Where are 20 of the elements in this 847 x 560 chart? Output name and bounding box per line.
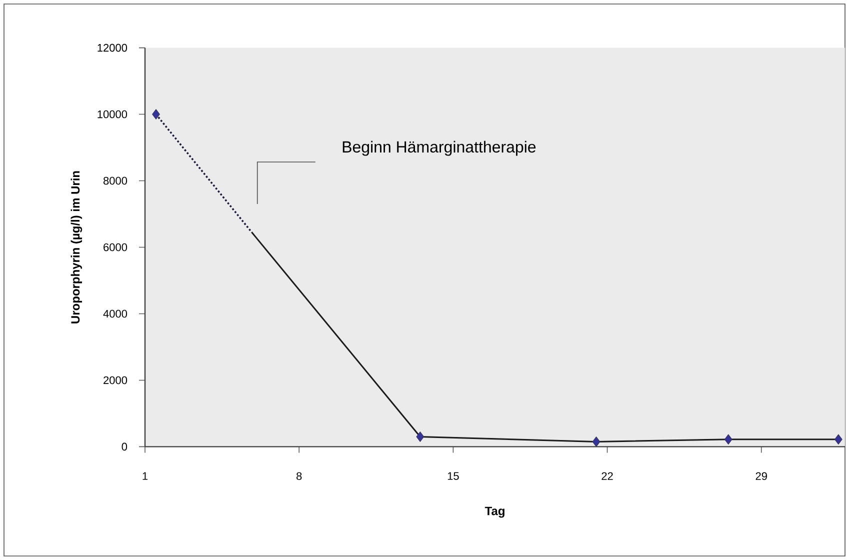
point xyxy=(416,431,424,442)
point xyxy=(834,434,842,445)
x-tick-label: 8 xyxy=(296,472,302,480)
y-tick-label: 4000 xyxy=(103,310,128,318)
y-tick-label: 12000 xyxy=(98,44,128,52)
y-tick-label: 2000 xyxy=(104,376,128,384)
x-tick-label: 15 xyxy=(448,472,459,480)
y-tick-label: 0 xyxy=(122,442,128,451)
x-tick-label: 22 xyxy=(602,472,613,480)
y-tick-label: 6000 xyxy=(104,243,128,252)
point xyxy=(724,434,732,445)
y-tick-label: 8000 xyxy=(103,176,128,185)
x-tick-label: 29 xyxy=(756,472,767,480)
annotation: Beginn Hämarginattherapie xyxy=(342,140,536,156)
y-axis-title: Uroporphyrin (µg/l) im Urin xyxy=(70,171,82,324)
x-axis-title: Tag xyxy=(484,506,504,518)
x-tick-label: 1 xyxy=(142,472,148,480)
y-tick-label: 10000 xyxy=(98,110,128,118)
point xyxy=(592,436,600,447)
point xyxy=(152,109,160,120)
